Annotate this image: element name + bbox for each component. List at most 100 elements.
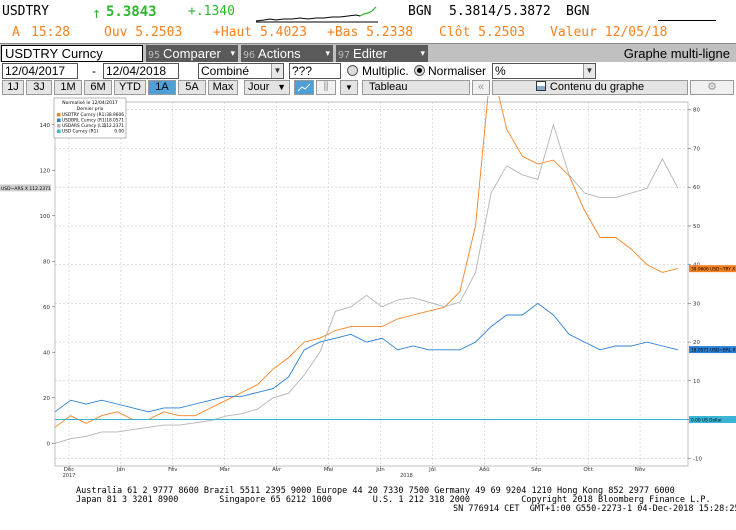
x-tick-label: Jul: [428, 467, 436, 473]
close-price: Clôt 5.2503: [439, 25, 526, 40]
period-button-1a[interactable]: 1A: [148, 80, 176, 95]
chevron-down-icon: ▾: [325, 48, 330, 58]
right-value-tag: 38.9606 USD~TRY X: [691, 267, 735, 273]
bid-ask: 5.3814/5.3872: [449, 4, 551, 19]
right-tick-label: 20: [693, 340, 700, 346]
left-tick-label: 40: [43, 350, 50, 356]
right-value-tag: 18.0571 USD~BRL X: [691, 348, 736, 354]
period-button-ytd[interactable]: YTD: [114, 80, 146, 95]
x-tick-label: Jun: [375, 467, 385, 473]
right-value-tag-bg: [689, 416, 736, 424]
left-tick-label: 100: [40, 214, 51, 220]
bar-style-button[interactable]: ⫼: [316, 80, 336, 95]
normalise-unit-select[interactable]: % ▼: [492, 63, 596, 79]
edit-menu-button[interactable]: 97 Editer ▾: [336, 45, 428, 62]
period-button-max[interactable]: Max: [208, 80, 238, 95]
footer: Australia 61 2 9777 8600 Brazil 5511 239…: [0, 484, 736, 530]
table-button[interactable]: Tableau: [362, 80, 470, 95]
chevron-down-icon: ▾: [230, 48, 235, 58]
x-tick-label: Avr: [272, 467, 282, 473]
period-button-1m[interactable]: 1M: [54, 80, 82, 95]
chart-axes: -1001020304050607080020406080100120140Dé…: [0, 101, 736, 479]
legend-entry-name: USDTRY Curncy (R1): [62, 112, 106, 118]
x-tick-label: Mai: [324, 467, 334, 473]
low-price: +Bas 5.2338: [327, 25, 414, 40]
chevron-down-icon: ▼: [277, 82, 286, 92]
legend-swatch: [57, 129, 61, 133]
last-price: 5.3843: [106, 4, 157, 20]
left-tick-label: 20: [43, 396, 50, 402]
footer-phones-line1: Australia 61 2 9777 8600 Brazil 5511 239…: [76, 486, 675, 496]
chart-content-button[interactable]: Contenu du graphe: [492, 80, 688, 95]
actions-menu-button[interactable]: 96 Actions ▾: [241, 45, 333, 62]
right-tick-label: 60: [693, 185, 700, 191]
legend-swatch: [57, 118, 61, 122]
open-price: Ouv 5.2503: [104, 25, 183, 40]
x-tick-label: Oct: [583, 467, 593, 473]
date-options-bar: 12/04/2017 - 12/04/2018 Combiné ▼ ??? Mu…: [0, 62, 736, 80]
legend-entry-name: USD Curncy (R1): [62, 129, 98, 135]
legend-entry-name: USDARS Curncy (L1): [62, 123, 106, 129]
ticker-input[interactable]: USDTRY Curncy: [1, 45, 143, 62]
legend-entry-value: 38.9606: [106, 112, 124, 118]
footer-session-line: SN 776914 CET GMT+1:00 G550-2273-1 04-De…: [453, 504, 736, 514]
chevron-down-icon: ▼: [271, 64, 283, 78]
field-input[interactable]: ???: [289, 63, 341, 79]
back-arrows-icon[interactable]: «: [472, 80, 490, 95]
period-button-1j[interactable]: 1J: [2, 80, 24, 95]
chart-mode-select[interactable]: Combiné ▼: [198, 63, 284, 79]
left-value-tag: USD~ARS X 112.2371: [1, 186, 51, 192]
line-chart-icon: [297, 83, 311, 92]
plot-frame: [54, 101, 689, 467]
right-tick-label: 70: [693, 146, 700, 152]
right-value-tag-bg: [689, 346, 736, 354]
quote-divider: [658, 20, 716, 21]
normaliser-radio[interactable]: [414, 65, 425, 76]
multiplic-radio[interactable]: [347, 65, 358, 76]
series-line-usdtry: [54, 96, 679, 428]
chart-content-icon: [535, 81, 546, 91]
series-line-usdbrl: [54, 302, 679, 413]
legend-subtitle: Dernier prix: [77, 106, 104, 112]
compare-menu-button[interactable]: 95 Comparer ▾: [146, 45, 238, 62]
bid-source: BGN: [408, 4, 432, 19]
legend-entry-value: 0.00: [114, 129, 124, 135]
quote-time: 15:28: [31, 25, 71, 40]
legend-swatch: [57, 113, 61, 117]
period-button-6m[interactable]: 6M: [84, 80, 112, 95]
normaliser-label: Normaliser: [428, 64, 487, 78]
x-tick-label: Mar: [220, 467, 231, 473]
command-toolbar: USDTRY Curncy 95 Comparer ▾ 96 Actions ▾ 9…: [0, 43, 736, 63]
right-tick-label: -10: [693, 456, 702, 462]
right-tick-label: 50: [693, 224, 700, 230]
date-separator: -: [92, 64, 96, 78]
gear-icon[interactable]: ⚙: [690, 80, 734, 95]
right-value-tag-bg: [689, 265, 736, 273]
x-tick-label: Sep: [531, 467, 542, 473]
legend-swatch: [57, 124, 61, 128]
period-button-3j[interactable]: 3J: [26, 80, 52, 95]
right-tick-label: 30: [693, 301, 700, 307]
price-change: +.1340: [188, 4, 235, 19]
x-tick-label: Fév: [168, 466, 178, 473]
legend-entry-value: 112.2371: [103, 123, 124, 129]
frequency-select[interactable]: Jour ▼: [244, 80, 290, 95]
left-tick-label: 120: [40, 168, 51, 174]
left-value-tag-bg: [0, 184, 51, 192]
up-arrow-icon: ↑: [92, 4, 102, 22]
line-style-button[interactable]: [294, 80, 314, 95]
ask-source: BGN: [566, 4, 590, 19]
style-dropdown-button[interactable]: ▼: [340, 80, 358, 95]
right-value-tag: 0.00 US Dollar: [691, 418, 722, 424]
x-tick-label: Jan: [116, 467, 126, 473]
multi-line-chart[interactable]: -1001020304050607080020406080100120140Dé…: [0, 96, 736, 480]
period-bar: 1J 3J 1M 6M YTD 1A 5A Max Jour ▼ ⫼ ▼ Tableau « …: [0, 79, 736, 96]
end-date-input[interactable]: 12/04/2018: [103, 63, 179, 79]
period-button-5a[interactable]: 5A: [178, 80, 206, 95]
legend-entry-name: USDBRL Curncy (R1): [62, 118, 107, 124]
chevron-down-icon: ▾: [420, 48, 425, 58]
x-tick-label: Aoû: [479, 466, 490, 473]
chevron-down-icon: ▼: [345, 83, 353, 92]
start-date-input[interactable]: 12/04/2017: [2, 63, 78, 79]
